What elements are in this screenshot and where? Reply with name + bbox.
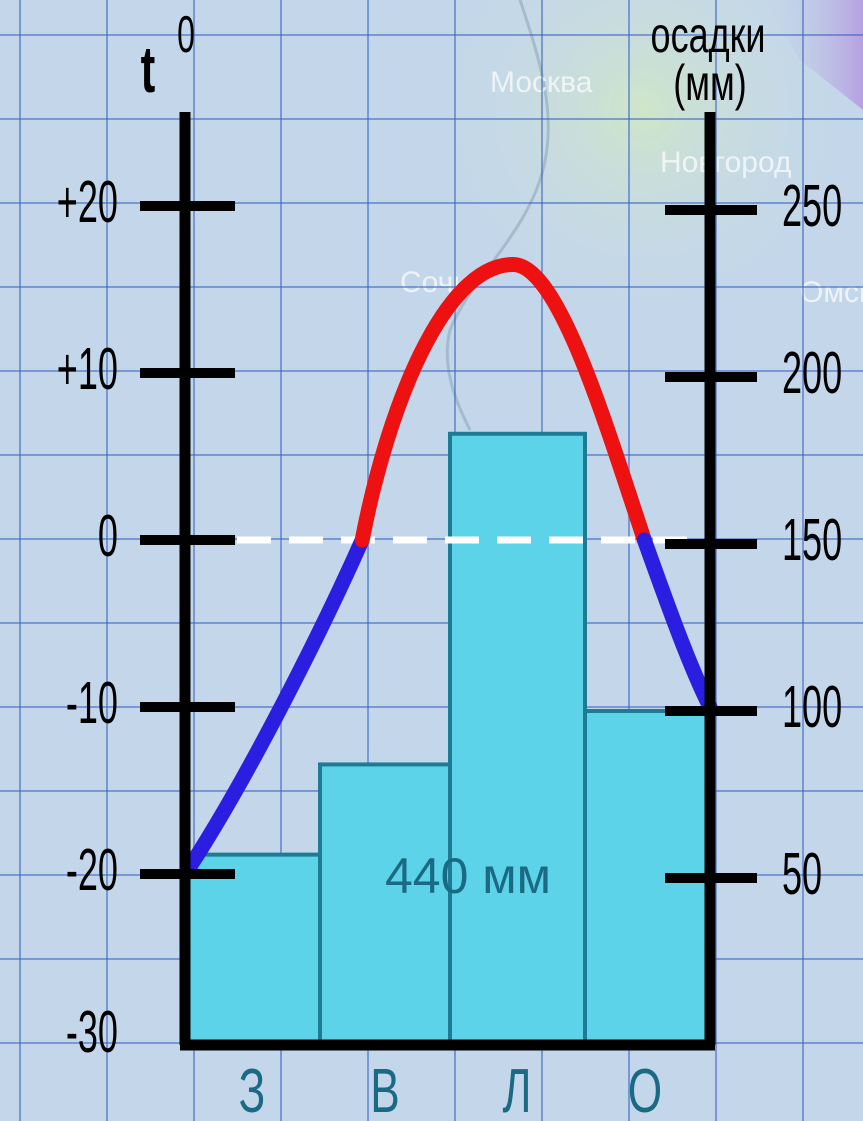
land-shape	[400, 0, 840, 440]
temperature-curve	[177, 256, 718, 882]
season-label-1: В	[370, 1057, 399, 1121]
precipitation-bars: 440 мм	[183, 431, 712, 1047]
precip-bar-1	[318, 762, 452, 1047]
left-tick-label-1: +10	[57, 337, 118, 402]
left-axis-title-superscript: 0	[177, 6, 195, 64]
temp-line-warm	[354, 256, 652, 548]
right-axis-title-line2: (мм)	[673, 56, 746, 111]
map-label-2: Омск	[800, 276, 863, 309]
left-tick-label-3: -10	[66, 671, 118, 736]
border-line	[445, 0, 550, 431]
temp-line-cold-fall	[636, 532, 718, 715]
right-tick-label-1: 200	[782, 341, 842, 406]
total-precip-label: 440 мм	[385, 848, 551, 904]
season-label-2: Л	[502, 1057, 531, 1121]
season-label-3: О	[628, 1057, 662, 1121]
left-tick-label-2: 0	[98, 504, 118, 569]
left-tick-label-0: +20	[57, 170, 118, 235]
map-label-3: Новгород	[660, 146, 791, 179]
left-axis-title: t	[141, 32, 156, 106]
right-tick-label-4: 50	[782, 842, 822, 907]
precip-bar-2	[448, 431, 587, 1047]
precip-bar-0	[183, 852, 322, 1047]
right-tick-label-0: 250	[782, 174, 842, 239]
right-tick-label-3: 100	[782, 675, 842, 740]
left-tick-label-5: -30	[66, 1000, 118, 1065]
season-label-0: З	[239, 1057, 266, 1121]
region-shape	[760, 0, 863, 110]
right-tick-label-2: 150	[782, 508, 842, 573]
right-axis-title-line1: осадки	[651, 8, 766, 63]
axes	[140, 112, 757, 1051]
temp-line-cold-rise	[177, 532, 370, 882]
left-tick-label-4: -20	[66, 838, 118, 903]
